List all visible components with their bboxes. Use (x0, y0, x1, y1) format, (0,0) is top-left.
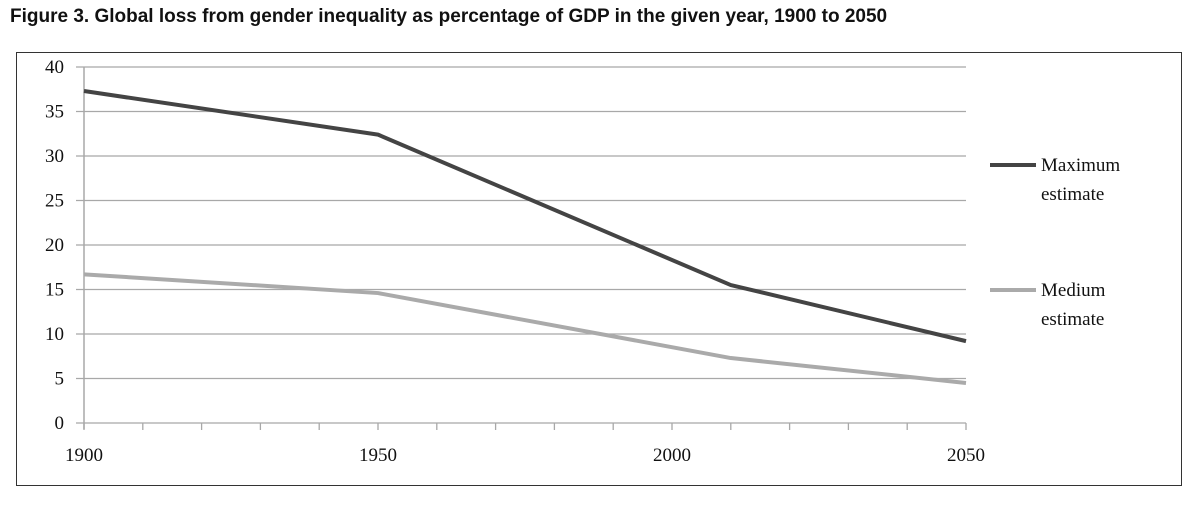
legend-label: estimate (1041, 309, 1104, 330)
y-tick-label: 25 (45, 191, 64, 212)
y-tick-label: 15 (45, 280, 64, 301)
legend-label: Medium (1041, 280, 1106, 301)
y-tick-label: 5 (55, 369, 65, 390)
legend-label: estimate (1041, 184, 1104, 205)
y-tick-label: 20 (45, 235, 64, 256)
legend-label: Maximum (1041, 155, 1120, 176)
chart-title: Figure 3. Global loss from gender inequa… (10, 6, 888, 27)
x-tick-label: 2050 (947, 445, 985, 466)
x-tick-label: 2000 (653, 445, 691, 466)
x-tick-label: 1900 (65, 445, 103, 466)
y-tick-label: 40 (45, 57, 64, 78)
y-tick-label: 0 (55, 413, 65, 434)
y-tick-label: 30 (45, 146, 64, 167)
y-tick-label: 10 (45, 324, 64, 345)
chart-frame (16, 52, 1182, 486)
series-line-maximum (83, 89, 967, 344)
series-line-medium (83, 272, 967, 385)
y-tick-label: 35 (45, 102, 64, 123)
x-tick-label: 1950 (359, 445, 397, 466)
